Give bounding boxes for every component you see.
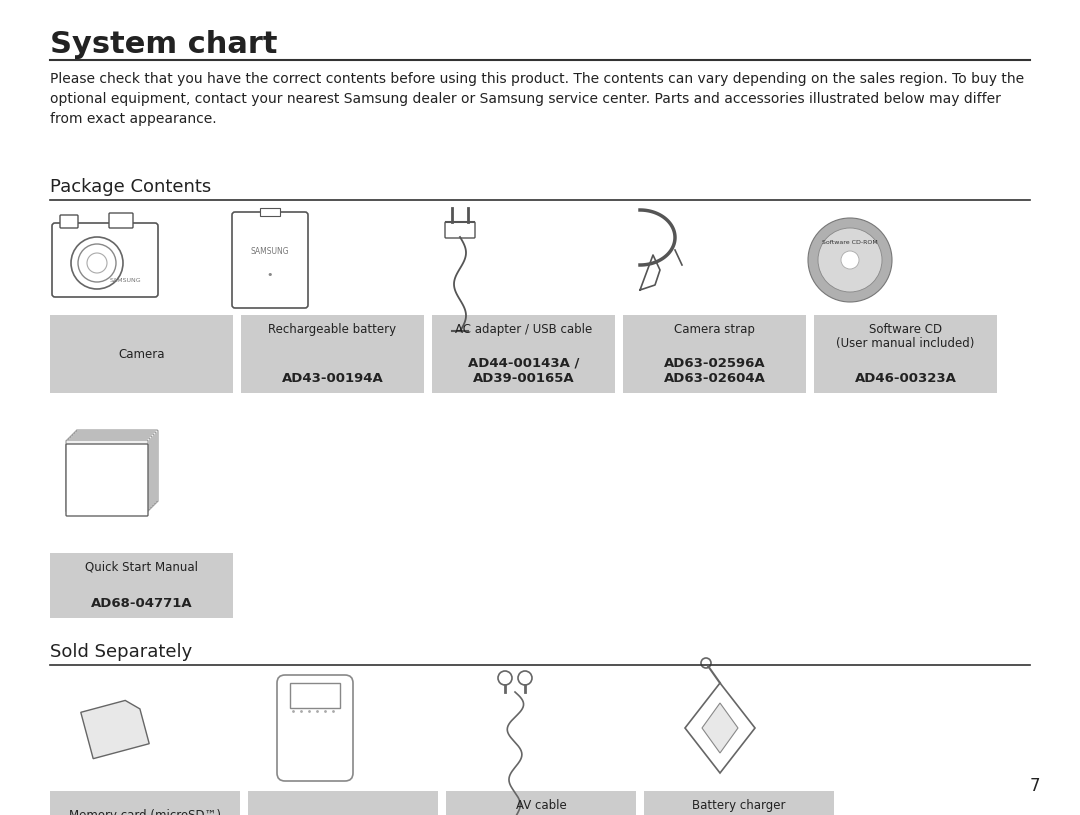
- Text: AD68-04771A: AD68-04771A: [91, 597, 192, 610]
- Text: Please check that you have the correct contents before using this product. The c: Please check that you have the correct c…: [50, 72, 1024, 126]
- FancyBboxPatch shape: [68, 438, 150, 510]
- Text: Camera strap: Camera strap: [674, 323, 755, 336]
- FancyBboxPatch shape: [232, 212, 308, 308]
- Text: Memory card (microSD™): Memory card (microSD™): [69, 809, 221, 815]
- Text: •: •: [267, 270, 273, 280]
- Bar: [248, 791, 438, 815]
- Text: AD46-00323A: AD46-00323A: [854, 372, 957, 385]
- Text: System chart: System chart: [50, 30, 278, 59]
- Text: AD43-00194A: AD43-00194A: [282, 372, 383, 385]
- Text: AC adapter / USB cable: AC adapter / USB cable: [455, 323, 592, 336]
- Bar: [260, 208, 280, 216]
- Bar: [623, 315, 806, 393]
- FancyBboxPatch shape: [70, 436, 152, 508]
- Bar: [446, 791, 636, 815]
- Text: Software CD: Software CD: [869, 323, 942, 336]
- Bar: [50, 553, 233, 618]
- Polygon shape: [702, 703, 738, 753]
- Polygon shape: [81, 700, 149, 759]
- Text: Package Contents: Package Contents: [50, 178, 212, 196]
- Text: Quick Start Manual: Quick Start Manual: [85, 561, 198, 574]
- Text: SAMSUNG: SAMSUNG: [251, 248, 289, 257]
- FancyBboxPatch shape: [52, 223, 158, 297]
- FancyBboxPatch shape: [76, 430, 158, 502]
- FancyBboxPatch shape: [75, 432, 156, 504]
- FancyBboxPatch shape: [66, 440, 148, 512]
- Text: Rechargeable battery: Rechargeable battery: [269, 323, 396, 336]
- Circle shape: [818, 228, 882, 292]
- Text: Camera: Camera: [118, 347, 165, 360]
- Polygon shape: [291, 683, 340, 708]
- Text: Sold Separately: Sold Separately: [50, 643, 192, 661]
- Bar: [814, 315, 997, 393]
- Circle shape: [841, 251, 859, 269]
- Circle shape: [808, 218, 892, 302]
- FancyBboxPatch shape: [72, 434, 154, 506]
- FancyBboxPatch shape: [445, 222, 475, 238]
- Text: AV cable: AV cable: [515, 799, 566, 812]
- Polygon shape: [685, 683, 755, 773]
- Bar: [644, 791, 834, 815]
- FancyBboxPatch shape: [66, 444, 148, 516]
- Text: AD44-00143A /
AD39-00165A: AD44-00143A / AD39-00165A: [468, 357, 579, 385]
- Bar: [50, 315, 233, 393]
- FancyBboxPatch shape: [60, 215, 78, 228]
- Polygon shape: [640, 255, 660, 290]
- Bar: [50, 791, 240, 815]
- Text: Battery charger: Battery charger: [692, 799, 786, 812]
- FancyBboxPatch shape: [276, 675, 353, 781]
- Bar: [432, 315, 615, 393]
- Text: SAMSUNG: SAMSUNG: [109, 277, 140, 283]
- Bar: [241, 315, 424, 393]
- FancyBboxPatch shape: [109, 213, 133, 228]
- Text: (User manual included): (User manual included): [836, 337, 974, 350]
- Text: 7: 7: [1029, 777, 1040, 795]
- Text: AD63-02596A
AD63-02604A: AD63-02596A AD63-02604A: [663, 357, 766, 385]
- Text: Software CD-ROM: Software CD-ROM: [822, 240, 878, 244]
